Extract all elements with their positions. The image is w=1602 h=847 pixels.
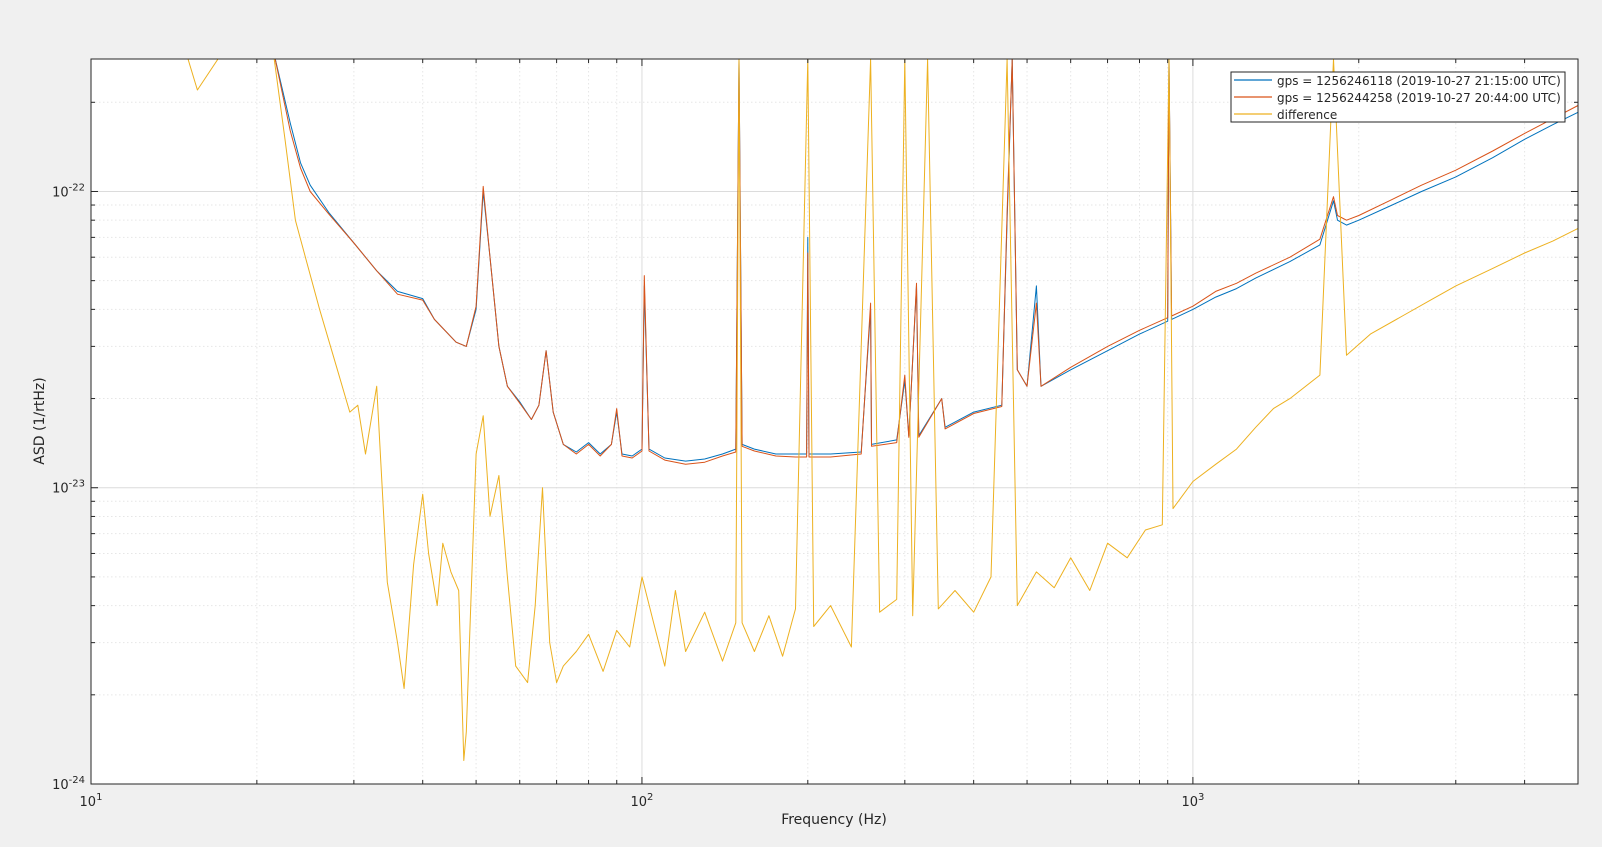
series-lines bbox=[187, 59, 1578, 761]
legend-box bbox=[1230, 71, 1566, 123]
legend-label-series-1: gps = 1256246118 (2019-10-27 21:15:00 UT… bbox=[1277, 74, 1561, 88]
series-line-gps-1256244258 bbox=[274, 59, 1578, 465]
series-line-difference bbox=[187, 59, 1578, 761]
axes-box bbox=[90, 58, 1579, 785]
data-region bbox=[187, 59, 1578, 761]
plot-area bbox=[91, 59, 1578, 784]
legend-label-series-2: gps = 1256244258 (2019-10-27 20:44:00 UT… bbox=[1277, 91, 1561, 105]
legend-label-difference: difference bbox=[1277, 108, 1337, 122]
x-axis-label: Frequency (Hz) bbox=[781, 812, 887, 828]
y-tick-label: 10-22 bbox=[52, 182, 85, 200]
x-tick-label: 102 bbox=[630, 792, 653, 810]
legend: gps = 1256246118 (2019-10-27 21:15:00 UT… bbox=[1230, 71, 1566, 123]
x-tick-label: 103 bbox=[1181, 792, 1204, 810]
grid bbox=[90, 59, 1579, 785]
y-axis-label: ASD (1/rtHz) bbox=[32, 377, 48, 464]
axis-ticks bbox=[90, 59, 1579, 785]
y-tick-label: 10-24 bbox=[52, 775, 85, 793]
tick-labels: 101 102 103 10-24 10-23 10-22 bbox=[52, 182, 1204, 810]
x-tick-label: 101 bbox=[80, 792, 103, 810]
y-tick-label: 10-23 bbox=[52, 479, 85, 497]
